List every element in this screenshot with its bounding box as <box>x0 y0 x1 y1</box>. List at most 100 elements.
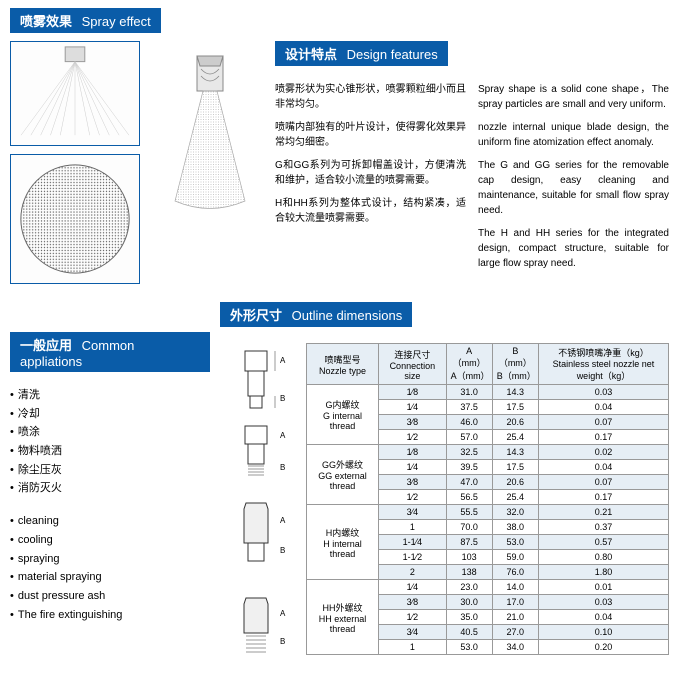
app-item-en: spraying <box>10 550 210 569</box>
table-cell: 1⁄2 <box>379 430 446 445</box>
table-cell: 17.5 <box>492 460 538 475</box>
table-cell: 27.0 <box>492 625 538 640</box>
table-cell: 21.0 <box>492 610 538 625</box>
table-cell: 0.04 <box>538 460 668 475</box>
nozzle-type-cell: HH外螺纹HH external thread <box>307 580 379 655</box>
app-item-en: cleaning <box>10 512 210 531</box>
svg-text:A: A <box>280 516 286 525</box>
table-cell: 103 <box>446 550 492 565</box>
table-cell: 1-1⁄2 <box>379 550 446 565</box>
table-cell: 56.5 <box>446 490 492 505</box>
table-cell: 70.0 <box>446 520 492 535</box>
nozzle-type-cell: G内螺纹G internal thread <box>307 385 379 445</box>
outline-dim-en: Outline dimensions <box>292 308 403 323</box>
table-cell: 0.80 <box>538 550 668 565</box>
cone-diagram <box>165 51 255 231</box>
table-cell: 20.6 <box>492 415 538 430</box>
design-en-p1: Spray shape is a solid cone shape，The sp… <box>478 82 669 112</box>
col-a: A（mm）A（mm） <box>446 344 492 385</box>
table-cell: 87.5 <box>446 535 492 550</box>
table-cell: 0.57 <box>538 535 668 550</box>
table-cell: 76.0 <box>492 565 538 580</box>
table-cell: 3⁄8 <box>379 595 446 610</box>
design-cn: 喷雾形状为实心锥形状，喷雾颗粒细小而且非常均匀。 喷嘴内部独有的叶片设计，使得雾… <box>275 82 466 279</box>
table-cell: 32.5 <box>446 445 492 460</box>
app-item-en: material spraying <box>10 568 210 587</box>
app-item-en: The fire extinguishing <box>10 606 210 625</box>
table-cell: 1 <box>379 640 446 655</box>
table-cell: 53.0 <box>492 535 538 550</box>
svg-text:B: B <box>280 637 285 646</box>
svg-text:A: A <box>280 431 286 440</box>
table-row: GG外螺纹GG external thread1⁄832.514.30.02 <box>307 445 669 460</box>
table-cell: 0.07 <box>538 415 668 430</box>
table-cell: 1⁄8 <box>379 385 446 400</box>
design-en-p2: nozzle internal unique blade design, the… <box>478 120 669 150</box>
table-cell: 0.01 <box>538 580 668 595</box>
table-cell: 2 <box>379 565 446 580</box>
design-text-columns: 喷雾形状为实心锥形状，喷雾颗粒细小而且非常均匀。 喷嘴内部独有的叶片设计，使得雾… <box>275 82 669 279</box>
table-cell: 38.0 <box>492 520 538 535</box>
table-cell: 3⁄8 <box>379 415 446 430</box>
table-cell: 0.04 <box>538 610 668 625</box>
svg-text:A: A <box>280 356 286 365</box>
table-cell: 25.4 <box>492 430 538 445</box>
table-cell: 0.10 <box>538 625 668 640</box>
design-features-en: Design features <box>347 47 438 62</box>
col-weight: 不锈钢喷嘴净重（kg）Stainless steel nozzle net we… <box>538 344 668 385</box>
table-cell: 1⁄4 <box>379 580 446 595</box>
svg-text:B: B <box>280 463 285 472</box>
dim-table-wrap: 喷嘴型号Nozzle type 连接尺寸Connection size A（mm… <box>306 343 669 683</box>
nozzle-type-cell: GG外螺纹GG external thread <box>307 445 379 505</box>
app-item-en: dust pressure ash <box>10 587 210 606</box>
table-cell: 1.80 <box>538 565 668 580</box>
table-cell: 0.02 <box>538 445 668 460</box>
table-cell: 14.3 <box>492 445 538 460</box>
spray-pattern-image <box>10 41 140 146</box>
design-cn-p2: 喷嘴内部独有的叶片设计，使得雾化效果异常均匀细密。 <box>275 120 466 150</box>
table-cell: 1⁄4 <box>379 400 446 415</box>
common-apps-header: 一般应用 Common appliations <box>10 332 210 372</box>
table-cell: 34.0 <box>492 640 538 655</box>
table-cell: 0.17 <box>538 430 668 445</box>
table-cell: 1-1⁄4 <box>379 535 446 550</box>
table-cell: 14.3 <box>492 385 538 400</box>
table-cell: 30.0 <box>446 595 492 610</box>
table-cell: 0.21 <box>538 505 668 520</box>
table-cell: 1⁄2 <box>379 610 446 625</box>
table-cell: 25.4 <box>492 490 538 505</box>
svg-text:B: B <box>280 546 285 555</box>
dim-area: AB AB AB AB 喷嘴型号Nozzle type 连接尺寸 <box>220 343 669 683</box>
table-cell: 55.5 <box>446 505 492 520</box>
outline-dim-cn: 外形尺寸 <box>230 308 282 323</box>
table-row: HH外螺纹HH external thread1⁄423.014.00.01 <box>307 580 669 595</box>
col-conn-size: 连接尺寸Connection size <box>379 344 446 385</box>
nozzle-type-cell: H内螺纹H internal thread <box>307 505 379 580</box>
table-cell: 46.0 <box>446 415 492 430</box>
top-row: 设计特点 Design features 喷雾形状为实心锥形状，喷雾颗粒细小而且… <box>10 41 669 284</box>
spray-images-col <box>10 41 155 284</box>
table-cell: 17.5 <box>492 400 538 415</box>
table-cell: 32.0 <box>492 505 538 520</box>
nozzle-drawings: AB AB AB AB <box>220 343 300 683</box>
spray-effect-cn: 喷雾效果 <box>20 14 72 29</box>
design-cn-p4: H和HH系列为整体式设计，结构紧凑，适合较大流量喷雾需要。 <box>275 196 466 226</box>
spray-effect-header: 喷雾效果 Spray effect <box>10 8 161 33</box>
applications-col: 一般应用 Common appliations 清洗冷却喷涂物料喷洒除尘压灰消防… <box>10 302 210 624</box>
design-cn-p3: G和GG系列为可拆卸帽盖设计，方便清洗和维护，适合较小流量的喷雾需要。 <box>275 158 466 188</box>
design-text-col: 设计特点 Design features 喷雾形状为实心锥形状，喷雾颗粒细小而且… <box>275 41 669 279</box>
apps-en-list: cleaningcoolingsprayingmaterial spraying… <box>10 512 210 624</box>
table-cell: 0.07 <box>538 475 668 490</box>
table-cell: 0.20 <box>538 640 668 655</box>
table-cell: 59.0 <box>492 550 538 565</box>
table-row: H内螺纹H internal thread3⁄455.532.00.21 <box>307 505 669 520</box>
design-features-cn: 设计特点 <box>285 47 337 62</box>
outline-dim-header: 外形尺寸 Outline dimensions <box>220 302 412 327</box>
cone-diagram-col <box>165 41 265 236</box>
mid-row: 一般应用 Common appliations 清洗冷却喷涂物料喷洒除尘压灰消防… <box>10 302 669 683</box>
table-cell: 31.0 <box>446 385 492 400</box>
col-b: B（mm）B（mm） <box>492 344 538 385</box>
table-cell: 1⁄8 <box>379 445 446 460</box>
table-cell: 23.0 <box>446 580 492 595</box>
table-row: G内螺纹G internal thread1⁄831.014.30.03 <box>307 385 669 400</box>
